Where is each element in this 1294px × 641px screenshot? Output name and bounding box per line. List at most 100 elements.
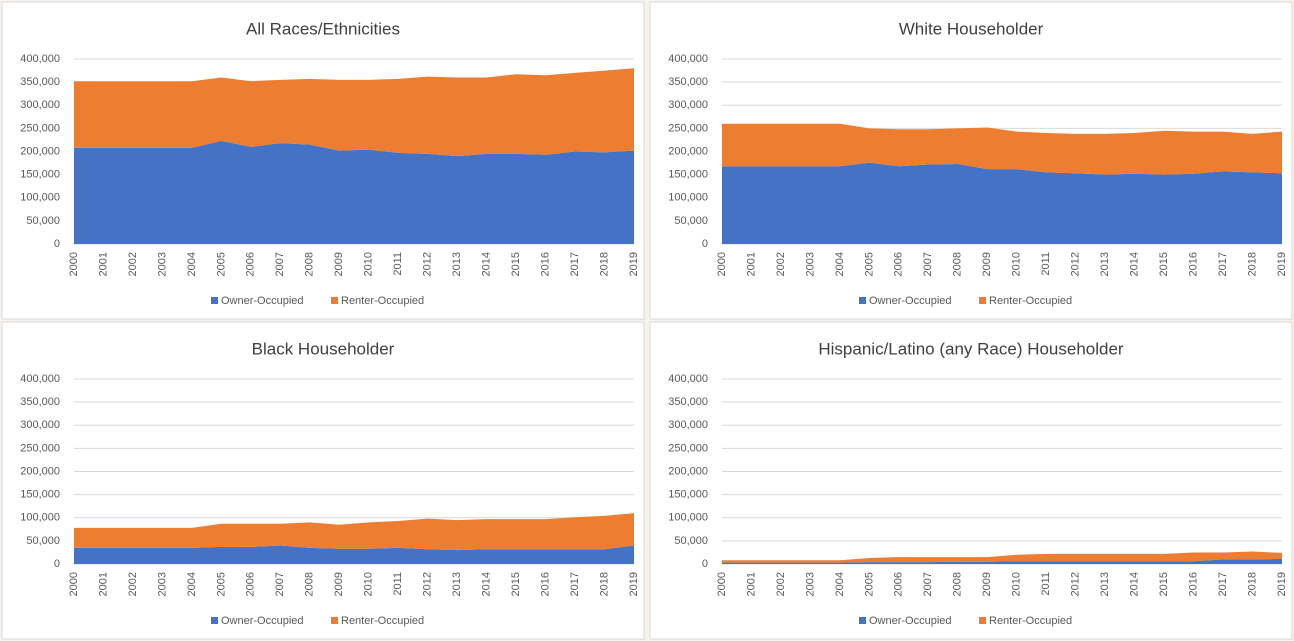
legend-swatch	[211, 297, 218, 304]
x-tick-label: 2014	[481, 252, 493, 276]
legend-swatch	[979, 617, 986, 624]
x-tick-label: 2006	[893, 252, 905, 276]
legend-swatch	[859, 297, 866, 304]
area	[722, 123, 1282, 175]
x-tick-label: 2009	[981, 252, 993, 276]
x-tick-label: 2016	[539, 252, 551, 276]
x-tick-label: 2006	[893, 572, 905, 596]
x-tick-label: 2007	[274, 572, 286, 596]
x-tick-label: 2004	[186, 252, 198, 276]
x-tick-label: 2015	[510, 572, 522, 596]
y-tick-label: 400,000	[20, 373, 60, 385]
x-tick-label: 2006	[245, 252, 257, 276]
chart-title: All Races/Ethnicities	[246, 19, 400, 38]
x-tick-label: 2017	[1217, 252, 1229, 276]
chart-panel: All Races/Ethnicities 0 50,000 100,000 150,0…	[1, 1, 645, 320]
y-tick-label: 150,000	[20, 169, 60, 181]
legend-swatch	[979, 297, 986, 304]
y-tick-label: 400,000	[668, 373, 708, 385]
x-tick-label: 2000	[716, 252, 728, 276]
x-tick-label: 2015	[1158, 572, 1170, 596]
x-tick-label: 2012	[422, 572, 434, 596]
area	[74, 68, 634, 157]
x-tick-label: 2019	[1276, 252, 1288, 276]
x-tick-label: 2001	[745, 252, 757, 276]
x-tick-label: 2015	[510, 252, 522, 276]
y-tick-label: 250,000	[668, 122, 708, 134]
y-tick-label: 250,000	[20, 442, 60, 454]
area	[74, 513, 634, 551]
y-tick-label: 200,000	[20, 145, 60, 157]
x-tick-label: 2005	[863, 252, 875, 276]
legend-swatch	[211, 617, 218, 624]
x-tick-label: 2013	[451, 252, 463, 276]
x-tick-label: 2004	[186, 572, 198, 596]
y-tick-label: 350,000	[20, 396, 60, 408]
x-tick-label: 2004	[834, 252, 846, 276]
legend-label: Owner-Occupied	[869, 615, 952, 627]
x-tick-label: 2005	[863, 572, 875, 596]
x-tick-label: 2003	[156, 572, 168, 596]
x-tick-label: 2018	[598, 252, 610, 276]
x-tick-label: 2014	[1129, 252, 1141, 276]
chart-title: Hispanic/Latino (any Race) Householder	[818, 339, 1124, 358]
x-tick-label: 2010	[1011, 252, 1023, 276]
y-tick-label: 250,000	[668, 442, 708, 454]
y-tick-label: 0	[54, 558, 60, 570]
x-tick-label: 2002	[775, 572, 787, 596]
x-tick-label: 2010	[1011, 572, 1023, 596]
legend-label: Renter-Occupied	[341, 615, 424, 627]
y-tick-label: 150,000	[20, 489, 60, 501]
x-tick-label: 2014	[481, 572, 493, 596]
x-tick-label: 2009	[981, 572, 993, 596]
chart-title: Black Householder	[252, 339, 395, 358]
x-tick-label: 2018	[598, 572, 610, 596]
y-tick-label: 300,000	[20, 99, 60, 111]
x-tick-label: 2008	[952, 572, 964, 596]
legend-label: Owner-Occupied	[221, 615, 304, 627]
legend-label: Renter-Occupied	[341, 295, 424, 307]
x-tick-label: 2014	[1129, 572, 1141, 596]
x-tick-label: 2019	[628, 252, 640, 276]
panel-frame	[649, 321, 1293, 640]
x-tick-label: 2000	[68, 252, 80, 276]
y-tick-label: 350,000	[20, 76, 60, 88]
x-tick-label: 2012	[1070, 252, 1082, 276]
area	[722, 551, 1282, 563]
x-tick-label: 2019	[628, 572, 640, 596]
y-tick-label: 200,000	[20, 465, 60, 477]
panel-frame	[1, 321, 645, 640]
x-tick-label: 2017	[1217, 572, 1229, 596]
x-tick-label: 2000	[716, 572, 728, 596]
y-tick-label: 350,000	[668, 396, 708, 408]
x-tick-label: 2001	[745, 572, 757, 596]
x-tick-label: 2005	[215, 572, 227, 596]
x-tick-label: 2010	[363, 572, 375, 596]
chart-title: White Householder	[899, 19, 1044, 38]
x-tick-label: 2010	[363, 252, 375, 276]
y-tick-label: 0	[702, 558, 708, 570]
chart-panel: Hispanic/Latino (any Race) Householder 0 5…	[649, 321, 1293, 640]
x-tick-label: 2012	[422, 252, 434, 276]
y-tick-label: 100,000	[668, 192, 708, 204]
y-tick-label: 200,000	[668, 145, 708, 157]
area	[722, 558, 1282, 564]
x-tick-label: 2004	[834, 572, 846, 596]
y-tick-label: 50,000	[674, 535, 708, 547]
y-tick-label: 100,000	[20, 192, 60, 204]
area	[74, 140, 634, 244]
x-tick-label: 2013	[1099, 572, 1111, 596]
x-tick-label: 2017	[569, 252, 581, 276]
x-tick-label: 2002	[127, 252, 139, 276]
area	[74, 545, 634, 564]
x-tick-label: 2009	[333, 252, 345, 276]
x-tick-label: 2011	[1040, 572, 1052, 596]
chart-panel: Black Householder 0 50,000 100,000 150,000 20…	[1, 321, 645, 640]
x-tick-label: 2009	[333, 572, 345, 596]
area	[722, 162, 1282, 244]
legend-label: Owner-Occupied	[221, 295, 304, 307]
x-tick-label: 2011	[392, 252, 404, 276]
y-tick-label: 50,000	[674, 215, 708, 227]
x-tick-label: 2003	[804, 252, 816, 276]
x-tick-label: 2002	[127, 572, 139, 596]
